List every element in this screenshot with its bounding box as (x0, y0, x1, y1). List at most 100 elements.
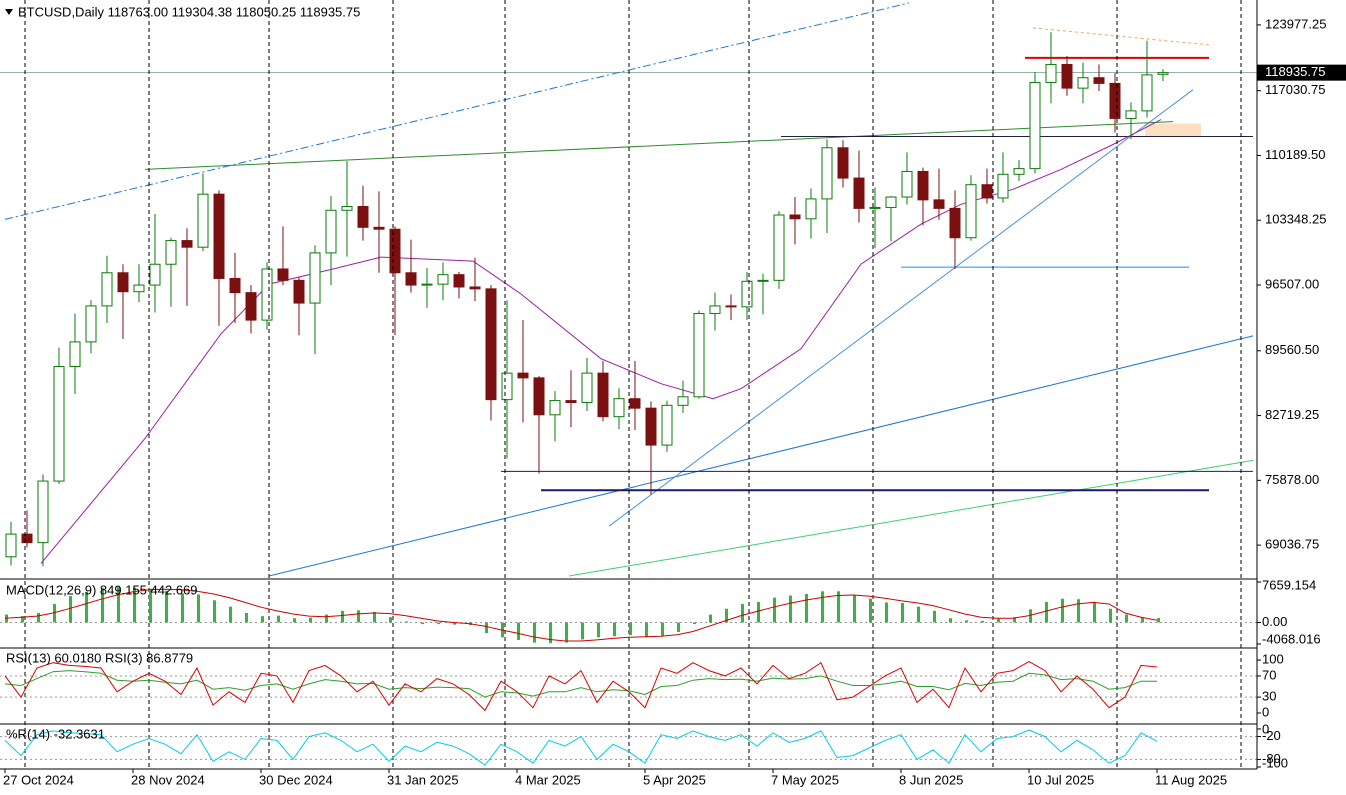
histogram-bar (517, 622, 520, 640)
histogram-bar (949, 618, 952, 623)
candle-body (453, 274, 465, 288)
histogram-bar (581, 622, 584, 640)
y-tick-label: -100 (1262, 755, 1288, 770)
y-tick-label: -20 (1262, 728, 1281, 743)
x-tick-label: 31 Jan 2025 (387, 772, 459, 787)
x-tick-label: 10 Jul 2025 (1027, 772, 1094, 787)
histogram-bar (1077, 599, 1080, 623)
y-tick-label: 75878.00 (1265, 472, 1319, 487)
histogram-bar (645, 622, 648, 638)
chart-layer (0, 0, 1257, 769)
candle-body (821, 147, 833, 200)
x-tick-label: 11 Aug 2025 (1155, 772, 1227, 787)
candle-body (725, 305, 737, 308)
candle-body (709, 305, 721, 314)
zone (1145, 123, 1201, 137)
y-tick-label: 103348.25 (1265, 212, 1326, 227)
candle-body (645, 407, 657, 446)
x-tick-label: 4 Mar 2025 (515, 772, 581, 787)
histogram-bar (453, 622, 456, 625)
candle-body (613, 398, 625, 418)
indicator-panel (0, 661, 1257, 712)
y-tick-label: 117030.75 (1265, 82, 1326, 97)
histogram-bar (485, 622, 488, 634)
indicator-line (4, 661, 1158, 712)
x-tick-label: 5 Apr 2025 (643, 772, 706, 787)
indicator-line (4, 670, 1157, 698)
candle-body (581, 372, 593, 403)
y-tick-label: -4068.016 (1262, 631, 1321, 646)
last-price-box (1257, 64, 1346, 81)
histogram-bar (325, 614, 328, 623)
candle-body (149, 263, 161, 286)
y-tick-label: 69036.75 (1265, 537, 1319, 552)
candle-body (37, 480, 49, 544)
candle-body (997, 173, 1009, 199)
histogram-bar (1029, 609, 1032, 623)
histogram-bar (709, 614, 712, 623)
collapse-icon[interactable] (5, 9, 13, 15)
histogram-bar (133, 587, 136, 623)
histogram-bar (1061, 598, 1064, 623)
candle-body (101, 272, 113, 307)
histogram-bar (1125, 614, 1128, 623)
histogram-bar (565, 622, 568, 643)
candle-body (181, 240, 193, 248)
candle-body (869, 206, 881, 209)
histogram-bar (773, 597, 776, 623)
candle-body (757, 279, 769, 282)
histogram-bar (165, 590, 168, 623)
candle-body (741, 280, 753, 308)
y-tick-label: 0.00 (1262, 614, 1287, 629)
histogram-bar (21, 616, 24, 623)
y-tick-label: 89560.50 (1265, 342, 1319, 357)
y-tick-label: 96507.00 (1265, 276, 1319, 291)
x-tick-label: 7 May 2025 (771, 772, 839, 787)
histogram-bar (197, 594, 200, 623)
histogram-bar (1141, 617, 1144, 623)
histogram-bar (549, 622, 552, 644)
histogram-bar (613, 622, 616, 637)
histogram-bar (261, 616, 264, 623)
trend-line (268, 335, 1254, 577)
candle-body (1045, 63, 1057, 83)
candle-body (517, 372, 529, 379)
trend-line (4, 2, 910, 220)
candle-body (1061, 63, 1073, 89)
histogram-bar (245, 612, 248, 623)
candle-body (21, 533, 33, 544)
histogram-bar (693, 622, 696, 625)
candle-body (485, 288, 497, 401)
candle-body (949, 207, 961, 239)
candle-body (5, 533, 17, 558)
histogram-bar (853, 595, 856, 623)
indicator-label: RSI(13) 60.0180 RSI(3) 86.8779 (6, 650, 193, 665)
histogram-bar (981, 620, 984, 623)
histogram-bar (789, 595, 792, 623)
candle-body (437, 274, 449, 285)
x-tick-label: 27 Oct 2024 (3, 772, 74, 787)
histogram-bar (757, 601, 760, 623)
candle-body (661, 404, 673, 446)
candle-body (69, 341, 81, 368)
candle-body (85, 305, 97, 343)
candle-body (917, 170, 929, 201)
candle-body (1141, 74, 1153, 112)
histogram-bar (1109, 608, 1112, 623)
histogram-bar (85, 591, 88, 623)
candle-body (405, 272, 417, 286)
candle-body (533, 377, 545, 416)
histogram-bar (229, 606, 232, 623)
histogram-bar (37, 612, 40, 623)
histogram-bar (965, 620, 968, 623)
candle-body (1125, 110, 1137, 119)
histogram-bar (213, 600, 216, 623)
indicator-line (4, 729, 1158, 766)
indicator-line (4, 588, 1158, 642)
y-tick-label: 70 (1262, 667, 1276, 682)
histogram-bar (885, 602, 888, 623)
x-tick-label: 28 Nov 2024 (131, 772, 205, 787)
candle-body (357, 205, 369, 228)
candle-body (165, 240, 177, 265)
